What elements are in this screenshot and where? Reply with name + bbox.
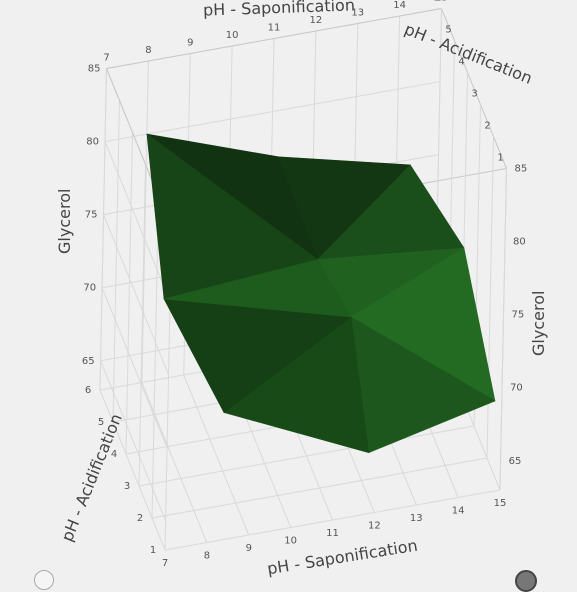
floor-grid-x — [141, 382, 208, 543]
rotate-handle-left[interactable] — [34, 570, 54, 590]
z-tick-label-left: 85 — [88, 64, 101, 75]
left-wall-grid-y — [151, 196, 159, 519]
x-tick-label-top: 8 — [145, 45, 151, 56]
x-tick-label-top: 15 — [435, 0, 448, 4]
z-tick-label-right: 65 — [509, 456, 522, 467]
y-tick-label-left: 2 — [137, 513, 143, 524]
y-tick-label-top: 1 — [497, 153, 503, 164]
x-tick-label-front: 9 — [246, 543, 252, 554]
left-wall-grid-y — [112, 100, 120, 423]
surface-layer — [146, 133, 496, 454]
floor-grid-y — [164, 489, 501, 551]
z-tick-label-right: 75 — [512, 310, 525, 321]
surface-chart[interactable]: 7891011121314157891011121314151234561234… — [0, 0, 577, 578]
floor-grid-x — [183, 374, 250, 536]
right-wall-grid-y — [486, 136, 494, 459]
left-wall-grid-y — [125, 132, 133, 455]
x-tick-label-front: 7 — [162, 558, 168, 569]
y-tick-label-left: 1 — [150, 545, 156, 556]
x-tick-label-front: 15 — [494, 498, 507, 509]
y-axis-title-top: pH - Acidification — [402, 19, 535, 88]
left-wall-grid-y — [138, 164, 146, 487]
y-tick-label-top: 6 — [432, 0, 438, 4]
box-edge-top-back — [106, 8, 442, 69]
x-tick-label-top: 10 — [226, 30, 239, 41]
x-tick-label-top: 9 — [187, 38, 193, 49]
z-tick-label-right: 70 — [510, 383, 523, 394]
y-axis-title-left: pH - Acidification — [57, 411, 126, 544]
x-tick-label-top: 7 — [103, 53, 109, 64]
floor-grid-x — [99, 389, 166, 551]
x-tick-label-front: 14 — [452, 506, 465, 517]
y-tick-label-left: 3 — [124, 481, 130, 492]
z-tick-label-right: 85 — [515, 164, 528, 175]
back-wall-grid-z — [104, 81, 441, 143]
x-tick-label-front: 11 — [326, 528, 339, 539]
y-tick-label-top: 2 — [484, 121, 490, 132]
z-tick-label-left: 80 — [86, 137, 99, 148]
z-tick-label-left: 65 — [82, 356, 95, 367]
z-tick-label-left: 70 — [83, 283, 96, 294]
x-tick-label-top: 12 — [310, 15, 323, 26]
floor-grid-y — [151, 457, 488, 519]
y-tick-label-left: 6 — [85, 385, 91, 396]
left-wall-grid-z — [101, 287, 168, 448]
box-edge-top-right — [441, 8, 507, 169]
surface-facet — [163, 259, 352, 318]
z-axis-title-right: Glycerol — [529, 291, 548, 356]
x-tick-label-top: 14 — [393, 0, 406, 11]
z-tick-label-left: 75 — [85, 210, 98, 221]
x-tick-label-top: 13 — [351, 8, 364, 19]
z-tick-label-right: 80 — [513, 237, 526, 248]
rotate-handle-right[interactable] — [515, 570, 537, 592]
x-tick-label-front: 12 — [368, 521, 381, 532]
back-wall-grid-x — [141, 60, 149, 383]
y-tick-label-top: 3 — [471, 89, 477, 100]
z-axis-title-left: Glycerol — [55, 189, 74, 254]
right-wall-grid-y — [499, 168, 507, 491]
y-tick-label-top: 5 — [445, 25, 451, 36]
floor-grid-y — [138, 425, 475, 487]
left-wall-grid-z — [104, 141, 171, 302]
y-tick-label-left: 5 — [98, 417, 104, 428]
x-tick-label-top: 11 — [268, 23, 281, 34]
left-wall-grid-y — [99, 68, 107, 391]
x-axis-title-top: pH - Saponification — [203, 0, 356, 20]
y-tick-label-left: 4 — [111, 449, 117, 460]
y-tick-label-top: 4 — [458, 57, 464, 68]
x-tick-label-front: 8 — [204, 551, 210, 562]
x-tick-label-front: 10 — [284, 536, 297, 547]
left-wall-grid-z — [100, 360, 167, 521]
left-wall-grid-z — [103, 214, 170, 375]
x-tick-label-front: 13 — [410, 513, 423, 524]
